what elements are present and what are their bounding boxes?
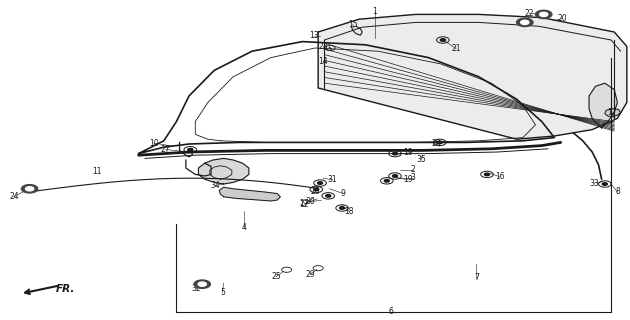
Text: 16: 16: [495, 172, 505, 181]
Text: 15: 15: [348, 20, 358, 29]
Circle shape: [318, 182, 323, 184]
Text: 33: 33: [589, 179, 599, 188]
Text: 14: 14: [318, 57, 328, 66]
Text: 24: 24: [9, 192, 19, 201]
Text: 10: 10: [149, 139, 159, 148]
Text: 27: 27: [161, 145, 171, 154]
Text: 34: 34: [210, 181, 220, 190]
Text: 35: 35: [416, 155, 426, 164]
Text: 9: 9: [341, 189, 346, 198]
Circle shape: [384, 180, 389, 182]
Circle shape: [392, 152, 398, 155]
Text: FR.: FR.: [55, 284, 75, 294]
Polygon shape: [318, 14, 627, 139]
Circle shape: [440, 39, 445, 41]
Text: 19: 19: [403, 148, 413, 157]
Circle shape: [188, 148, 193, 151]
Text: 32: 32: [192, 284, 202, 293]
Text: 5: 5: [220, 288, 225, 297]
Text: 18: 18: [344, 207, 354, 216]
Text: 23: 23: [318, 42, 328, 51]
Circle shape: [437, 141, 442, 144]
Text: 21: 21: [451, 44, 461, 53]
Circle shape: [340, 207, 345, 209]
Text: 29: 29: [305, 270, 315, 279]
Circle shape: [520, 20, 529, 25]
Polygon shape: [605, 109, 621, 117]
Text: 13: 13: [309, 31, 319, 40]
Text: 19: 19: [403, 175, 413, 184]
Text: 6: 6: [388, 308, 393, 316]
Circle shape: [25, 187, 34, 191]
Polygon shape: [589, 83, 617, 128]
Circle shape: [539, 12, 547, 17]
Polygon shape: [198, 158, 249, 184]
Circle shape: [517, 18, 533, 27]
Circle shape: [484, 173, 490, 176]
Text: 31: 31: [328, 175, 338, 184]
Circle shape: [536, 10, 552, 19]
Circle shape: [198, 282, 207, 286]
Text: 22: 22: [524, 9, 534, 18]
Text: 28: 28: [431, 139, 441, 148]
Circle shape: [392, 175, 398, 177]
Text: 4: 4: [242, 223, 247, 232]
Text: 3: 3: [410, 173, 415, 182]
Circle shape: [314, 188, 319, 191]
Text: 1: 1: [372, 7, 377, 16]
Text: 12: 12: [299, 200, 309, 209]
Text: 25: 25: [271, 272, 281, 281]
Circle shape: [602, 183, 607, 185]
Text: 20: 20: [558, 14, 568, 23]
Circle shape: [194, 280, 210, 288]
Text: 7: 7: [474, 273, 479, 282]
Text: 26: 26: [310, 187, 320, 196]
Text: 11: 11: [92, 167, 102, 176]
Circle shape: [21, 185, 38, 193]
Text: 17: 17: [607, 108, 617, 117]
Polygon shape: [219, 187, 280, 201]
Circle shape: [326, 195, 331, 197]
Text: 30: 30: [305, 197, 315, 206]
Text: 8: 8: [615, 188, 620, 196]
Text: 2: 2: [410, 165, 415, 174]
Text: 27: 27: [299, 199, 309, 208]
